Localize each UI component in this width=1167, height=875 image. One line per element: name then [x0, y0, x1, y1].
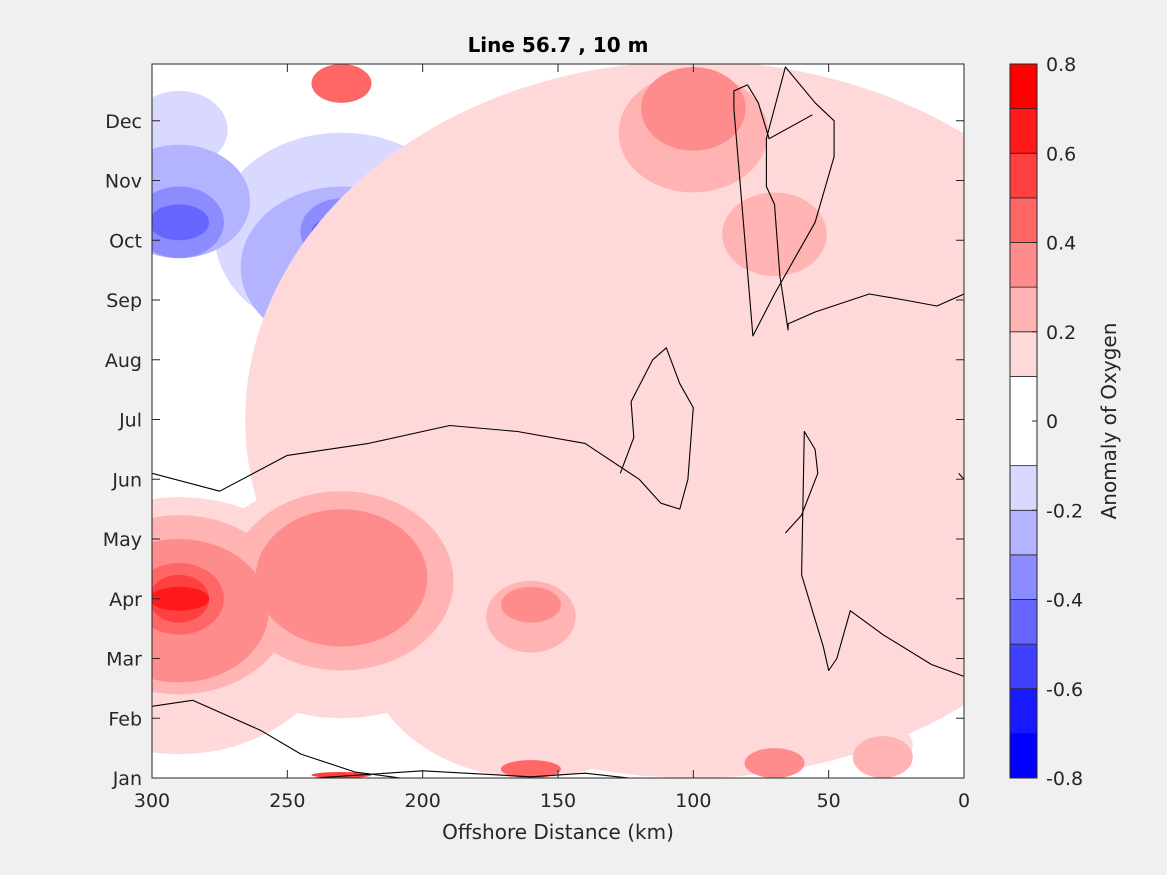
colorbar-segment: [1009, 242, 1038, 288]
colorbar-segment: [1009, 465, 1038, 511]
zero-contour-lines: [152, 66, 964, 778]
colorbar-segment: [1009, 63, 1038, 110]
contour-band: [852, 736, 913, 778]
contour-band: [255, 509, 428, 647]
x-tick-label: 150: [540, 790, 576, 812]
contour-band: [641, 66, 746, 151]
colorbar-tick-label: 0.2: [1046, 322, 1076, 344]
y-tick-label: Jun: [111, 469, 142, 491]
y-tick-label: Dec: [105, 111, 142, 133]
contour-band: [722, 192, 827, 277]
chart-title: Line 56.7 , 10 m: [468, 33, 649, 57]
colorbar-segment: [1009, 286, 1038, 333]
contour-band: [152, 586, 210, 611]
contour-band: [744, 748, 805, 778]
x-tick-label: 100: [675, 790, 711, 812]
colorbar-segment: [1009, 643, 1038, 690]
zero-contour-line: [314, 770, 634, 778]
y-tick-label: Aug: [105, 350, 142, 372]
colorbar-tick-label: 0.4: [1046, 233, 1076, 255]
contour-band: [500, 760, 561, 778]
colorbar-segment: [1009, 197, 1038, 243]
colorbar-segment: [1009, 509, 1038, 556]
y-tick-label: Jan: [112, 768, 142, 790]
colorbar-segment: [1009, 331, 1038, 377]
x-tick-label: 300: [134, 790, 170, 812]
colorbar-segment: [1009, 554, 1038, 600]
contour-band: [152, 204, 210, 241]
zero-contour-line: [152, 347, 694, 510]
zero-contour-line: [958, 472, 964, 480]
colorbar-tick-label: 0.8: [1046, 54, 1076, 76]
contour-band: [500, 586, 561, 623]
contour-band: [311, 64, 372, 103]
y-tick-label: Jul: [118, 410, 142, 432]
y-tick-label: Apr: [109, 589, 142, 611]
colorbar-segment: [1009, 599, 1038, 645]
contour-bands: [152, 64, 964, 778]
x-tick-label: 250: [269, 790, 305, 812]
zero-contour-line: [152, 699, 405, 778]
y-tick-label: Mar: [106, 649, 142, 671]
y-tick-label: Nov: [105, 171, 142, 193]
y-tick-label: Sep: [106, 290, 142, 312]
colorbar-segment: [1009, 152, 1038, 199]
colorbar-tick-label: -0.2: [1046, 500, 1083, 522]
colorbar-tick-label: -0.4: [1046, 590, 1083, 612]
x-tick-label: 0: [958, 790, 970, 812]
x-axis-label: Offshore Distance (km): [442, 820, 674, 844]
colorbar-segment: [1009, 732, 1038, 779]
y-tick-label: May: [103, 529, 142, 551]
colorbar-label: Anomaly of Oxygen: [1097, 323, 1121, 520]
colorbar: 0.8 0.6 0.4 0.2 0 -0.2 -0.4 -0.6 -0.8: [1009, 54, 1083, 790]
x-axis: 300 250 200 150 100 50 0: [134, 64, 970, 812]
contour-band: [311, 772, 372, 778]
colorbar-tick-label: -0.8: [1046, 768, 1083, 790]
colorbar-tick-label: 0.6: [1046, 143, 1076, 165]
colorbar-segment: [1009, 108, 1038, 154]
colorbar-tick-label: 0: [1046, 411, 1058, 433]
zero-contour-line: [784, 430, 964, 677]
x-tick-label: 200: [405, 790, 441, 812]
colorbar-segment: [1009, 688, 1038, 734]
y-tick-label: Feb: [108, 708, 142, 730]
colorbar-tick-label: -0.6: [1046, 679, 1083, 701]
y-axis: Jan Feb Mar Apr May Jun Jul Aug Sep Oct Nov Dec: [103, 111, 964, 790]
y-tick-label: Oct: [109, 230, 142, 252]
x-tick-label: 50: [817, 790, 841, 812]
zero-contour-line: [733, 66, 964, 337]
